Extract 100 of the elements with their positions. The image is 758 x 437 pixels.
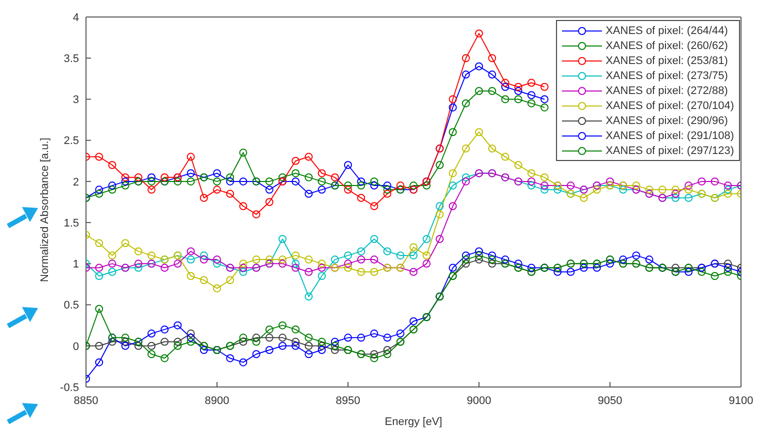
point: [121, 173, 130, 182]
point: [108, 182, 116, 190]
point: [475, 29, 483, 38]
point: [304, 268, 313, 276]
point: [200, 194, 208, 202]
point: [108, 338, 116, 346]
point: [318, 338, 326, 346]
point: [265, 177, 274, 186]
point: [265, 334, 274, 342]
legend-label: XANES of pixel: (260/62): [606, 40, 728, 52]
point: [684, 194, 693, 202]
point: [514, 95, 522, 104]
point: [292, 251, 300, 260]
point: [160, 173, 169, 182]
point: [540, 186, 548, 194]
point: [410, 268, 418, 276]
point: [606, 260, 614, 268]
x-axis-title: Energy [eV]: [384, 416, 442, 428]
point: [186, 330, 195, 338]
y-tick-label: 0.5: [64, 300, 79, 312]
point: [121, 177, 130, 186]
point: [383, 346, 392, 354]
point: [475, 247, 483, 256]
point: [410, 317, 418, 326]
point: [252, 256, 260, 264]
y-tick-label: 4: [72, 12, 79, 24]
point: [239, 148, 248, 157]
point: [148, 342, 156, 350]
point: [108, 186, 116, 194]
point: [200, 276, 208, 284]
point: [121, 239, 130, 248]
point: [226, 354, 234, 362]
point: [645, 186, 654, 194]
point: [265, 198, 274, 206]
x-tick-label: 9100: [728, 394, 754, 407]
point: [488, 256, 496, 264]
point: [330, 346, 339, 354]
point: [448, 264, 457, 272]
point: [278, 260, 286, 268]
point: [383, 186, 392, 194]
point: [318, 186, 326, 194]
point: [684, 186, 693, 194]
point: [724, 182, 732, 190]
point: [95, 264, 104, 272]
point: [501, 82, 510, 91]
point: [475, 251, 483, 260]
point: [186, 256, 195, 264]
point: [318, 177, 326, 186]
point: [186, 169, 195, 178]
point: [121, 334, 130, 342]
point: [160, 264, 169, 272]
point: [344, 264, 352, 272]
point: [213, 260, 221, 268]
point: [265, 256, 274, 264]
point: [160, 325, 169, 334]
point: [357, 182, 366, 190]
point: [357, 194, 366, 202]
point: [462, 256, 470, 264]
point: [318, 272, 326, 280]
point: [566, 268, 575, 276]
point: [475, 256, 483, 264]
point: [488, 87, 496, 95]
point: [448, 128, 457, 136]
point: [370, 256, 378, 264]
point: [436, 202, 444, 210]
legend-label: XANES of pixel: (273/75): [606, 70, 728, 82]
point: [501, 152, 510, 161]
y-tick-label: 1.5: [64, 217, 79, 230]
point: [422, 251, 431, 260]
point: [370, 182, 378, 190]
legend-label: XANES of pixel: (264/44): [606, 24, 728, 36]
point: [410, 182, 418, 190]
point: [488, 260, 496, 268]
point: [619, 256, 628, 264]
y-tick-label: 3.5: [64, 53, 79, 66]
point: [632, 182, 640, 190]
point: [383, 334, 392, 342]
point: [698, 177, 706, 186]
point: [318, 264, 326, 272]
point: [278, 334, 286, 342]
point: [710, 272, 719, 280]
point: [252, 334, 260, 342]
x-tick-label: 9000: [466, 394, 492, 407]
point: [95, 272, 104, 280]
point: [370, 330, 378, 338]
point: [278, 173, 286, 182]
point: [462, 251, 470, 260]
point: [357, 177, 366, 186]
point: [448, 182, 457, 190]
point: [134, 173, 142, 182]
point: [134, 247, 142, 256]
point: [304, 152, 313, 161]
point: [410, 251, 418, 260]
point: [540, 103, 548, 112]
point: [200, 346, 208, 354]
point: [292, 264, 300, 272]
point: [684, 182, 693, 190]
point: [672, 194, 680, 202]
point: [422, 182, 431, 190]
point: [370, 235, 378, 243]
